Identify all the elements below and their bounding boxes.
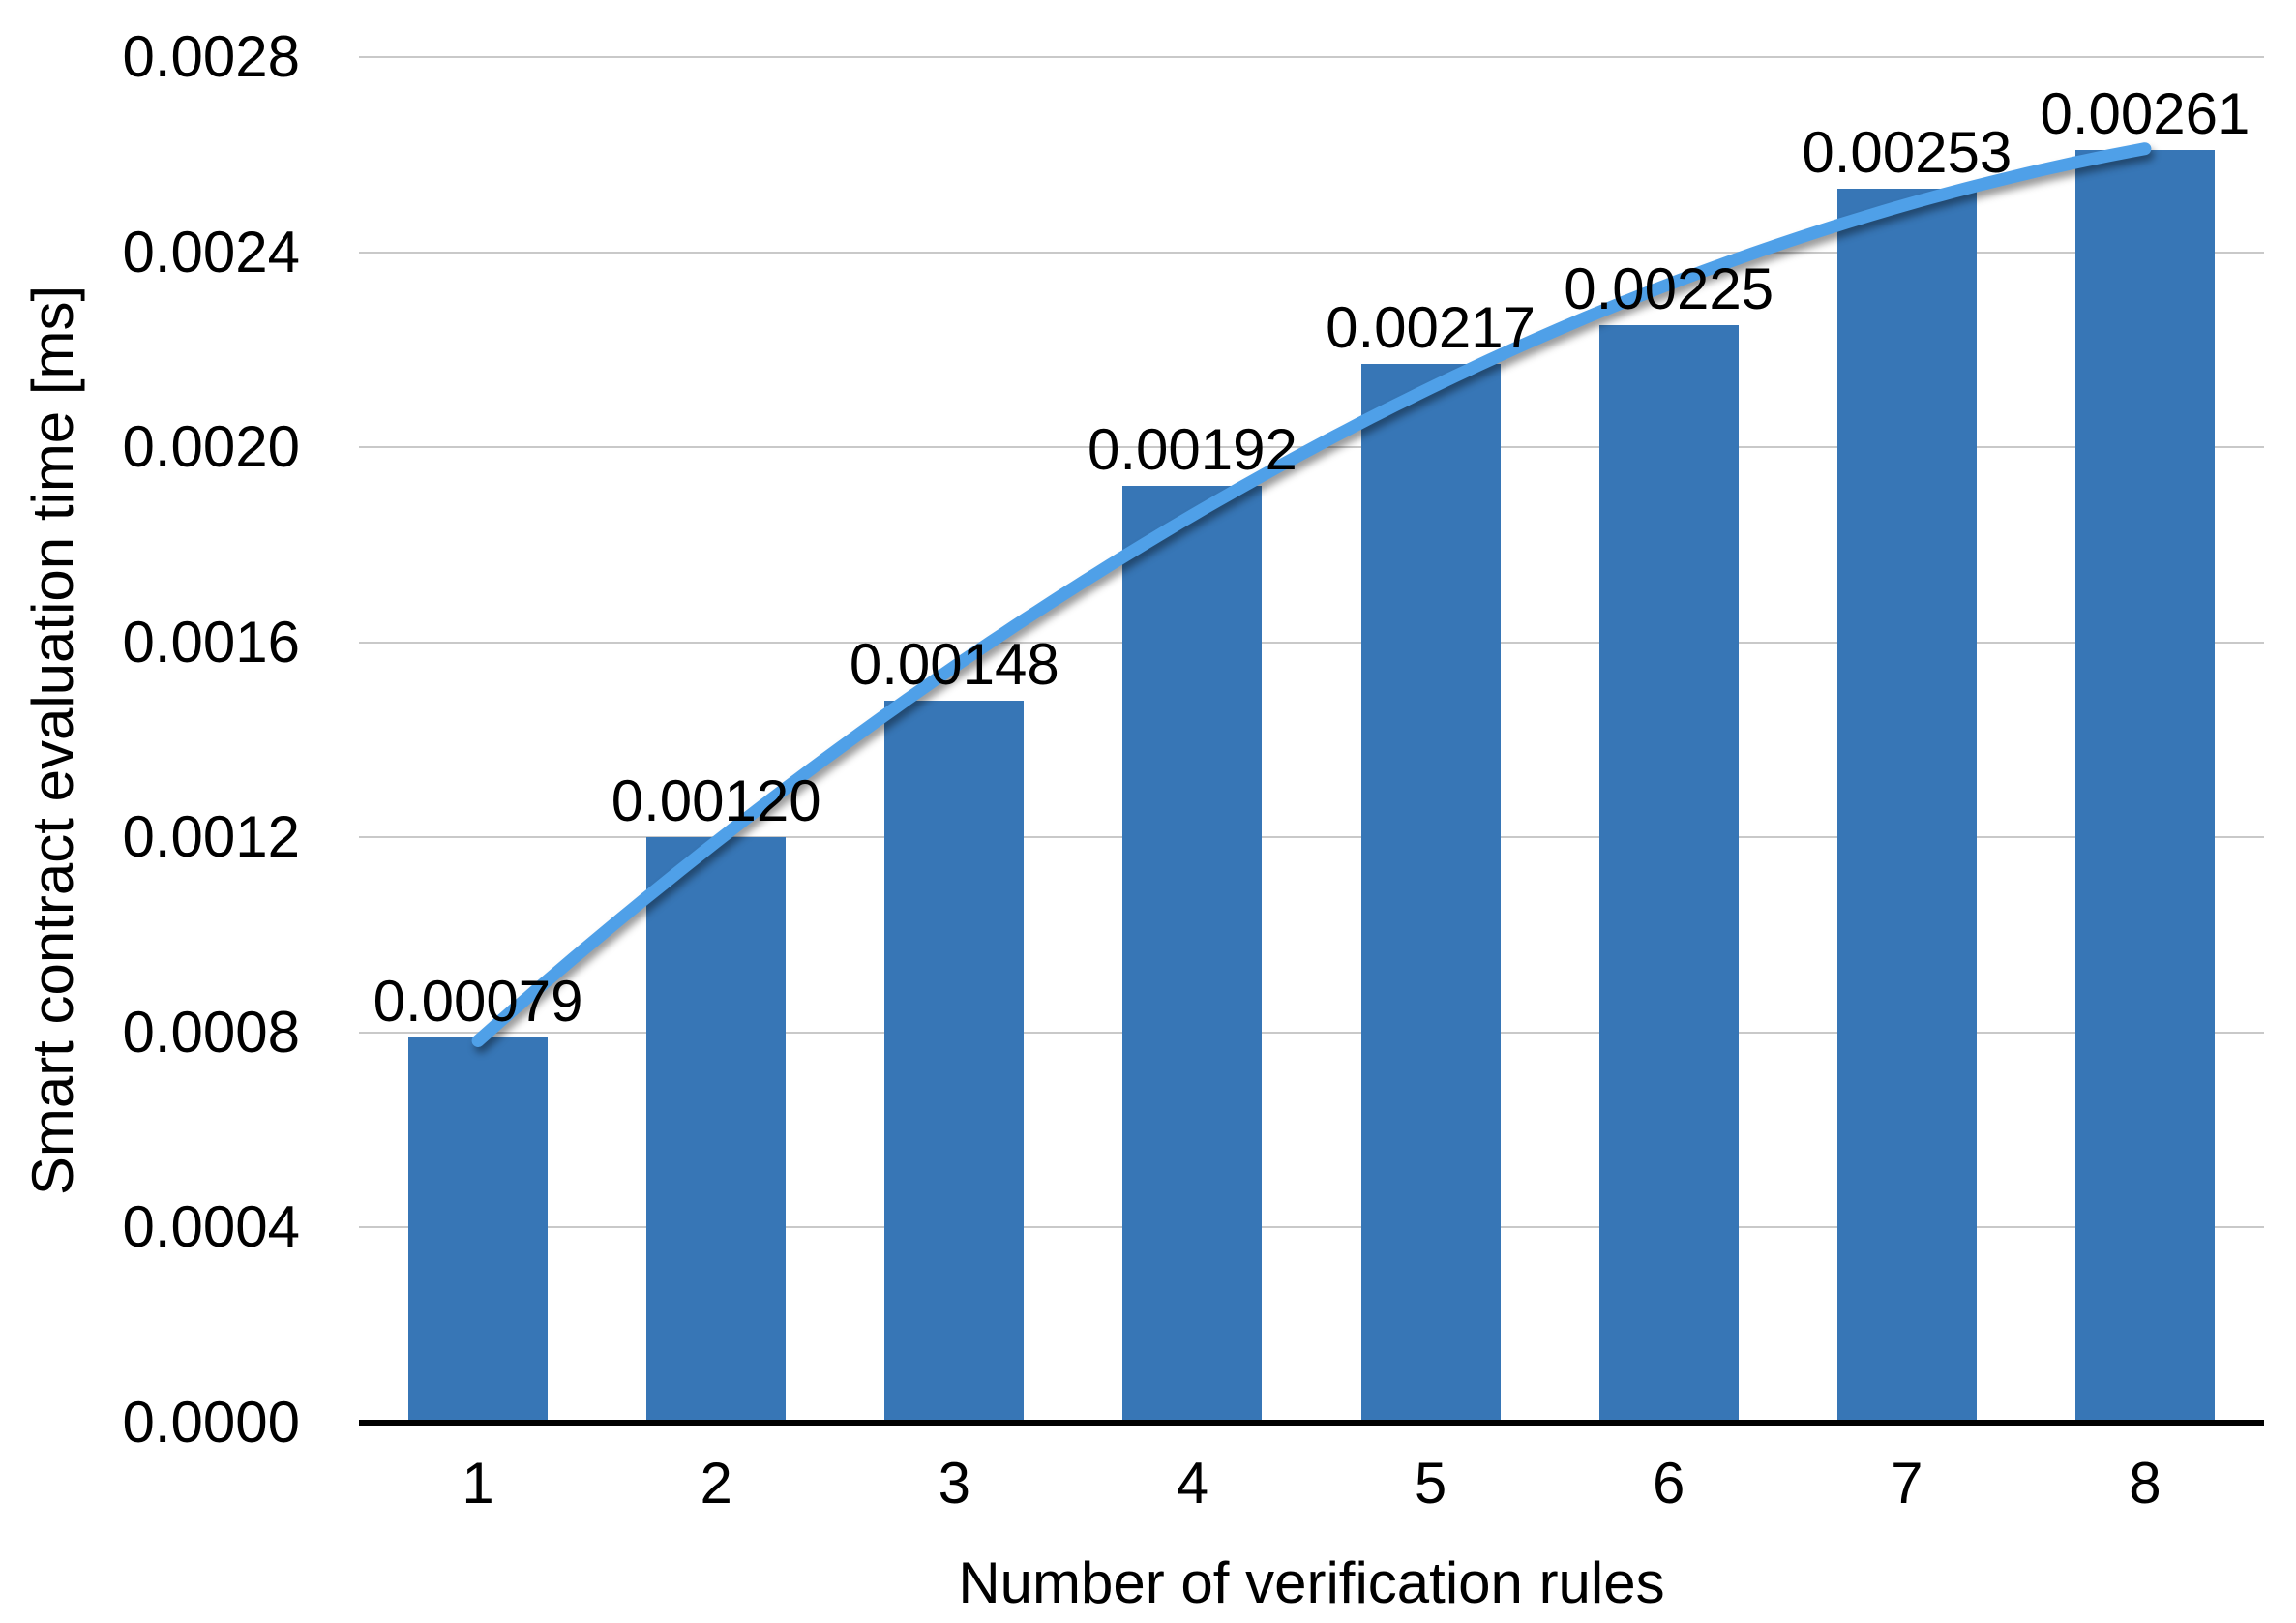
x-axis-line	[359, 1420, 2264, 1426]
bar-value-label: 0.00261	[2040, 80, 2251, 146]
bar-value-label: 0.00148	[849, 632, 1059, 698]
x-axis-tick-label: 3	[938, 1451, 970, 1516]
y-axis-tick-label: 0.0024	[122, 219, 300, 285]
bar-value-label: 0.00217	[1326, 295, 1536, 361]
x-axis-tick-label: 5	[1414, 1451, 1447, 1516]
y-axis-tick-label: 0.0016	[122, 609, 300, 675]
gridline	[359, 641, 2264, 644]
bar-value-label: 0.00079	[373, 968, 583, 1034]
plot-area: 0.00079 0.00120 0.00148 0.00192 0.00217 0.002…	[359, 56, 2264, 1426]
bar	[408, 1037, 549, 1423]
x-axis-tick-label: 6	[1653, 1451, 1685, 1516]
x-axis-tick-label: 8	[2129, 1451, 2162, 1516]
x-axis-tick-label: 4	[1176, 1451, 1209, 1516]
bar	[1360, 364, 1501, 1423]
bar	[646, 837, 787, 1423]
bar	[1836, 189, 1977, 1423]
x-axis-title: Number of verification rules	[958, 1550, 1665, 1615]
bar	[884, 701, 1025, 1423]
y-axis-tick-label: 0.0012	[122, 804, 300, 870]
bar	[1598, 325, 1739, 1423]
bar	[1122, 486, 1263, 1423]
y-axis-tick-label: 0.0008	[122, 999, 300, 1065]
bar-value-label: 0.00192	[1087, 417, 1297, 483]
gridline	[359, 251, 2264, 254]
bar	[2074, 149, 2215, 1423]
y-axis-tick-label: 0.0020	[122, 414, 300, 480]
bar-value-label: 0.00253	[1802, 120, 2013, 186]
gridline	[359, 56, 2264, 58]
bar-value-label: 0.00120	[611, 768, 821, 834]
gridline	[359, 1226, 2264, 1229]
gridline	[359, 836, 2264, 839]
trend-line	[471, 142, 2152, 1047]
y-axis-tick-label: 0.0004	[122, 1194, 300, 1260]
trend-line-layer	[471, 142, 2152, 1047]
x-axis-tick-label: 2	[700, 1451, 732, 1516]
x-axis-tick-label: 7	[1891, 1451, 1923, 1516]
x-axis-tick-label: 1	[462, 1451, 494, 1516]
bar-value-label: 0.00225	[1564, 256, 1774, 322]
gridline	[359, 1031, 2264, 1034]
y-axis-tick-label: 0.0028	[122, 24, 300, 89]
y-axis-tick-label: 0.0000	[122, 1390, 300, 1455]
